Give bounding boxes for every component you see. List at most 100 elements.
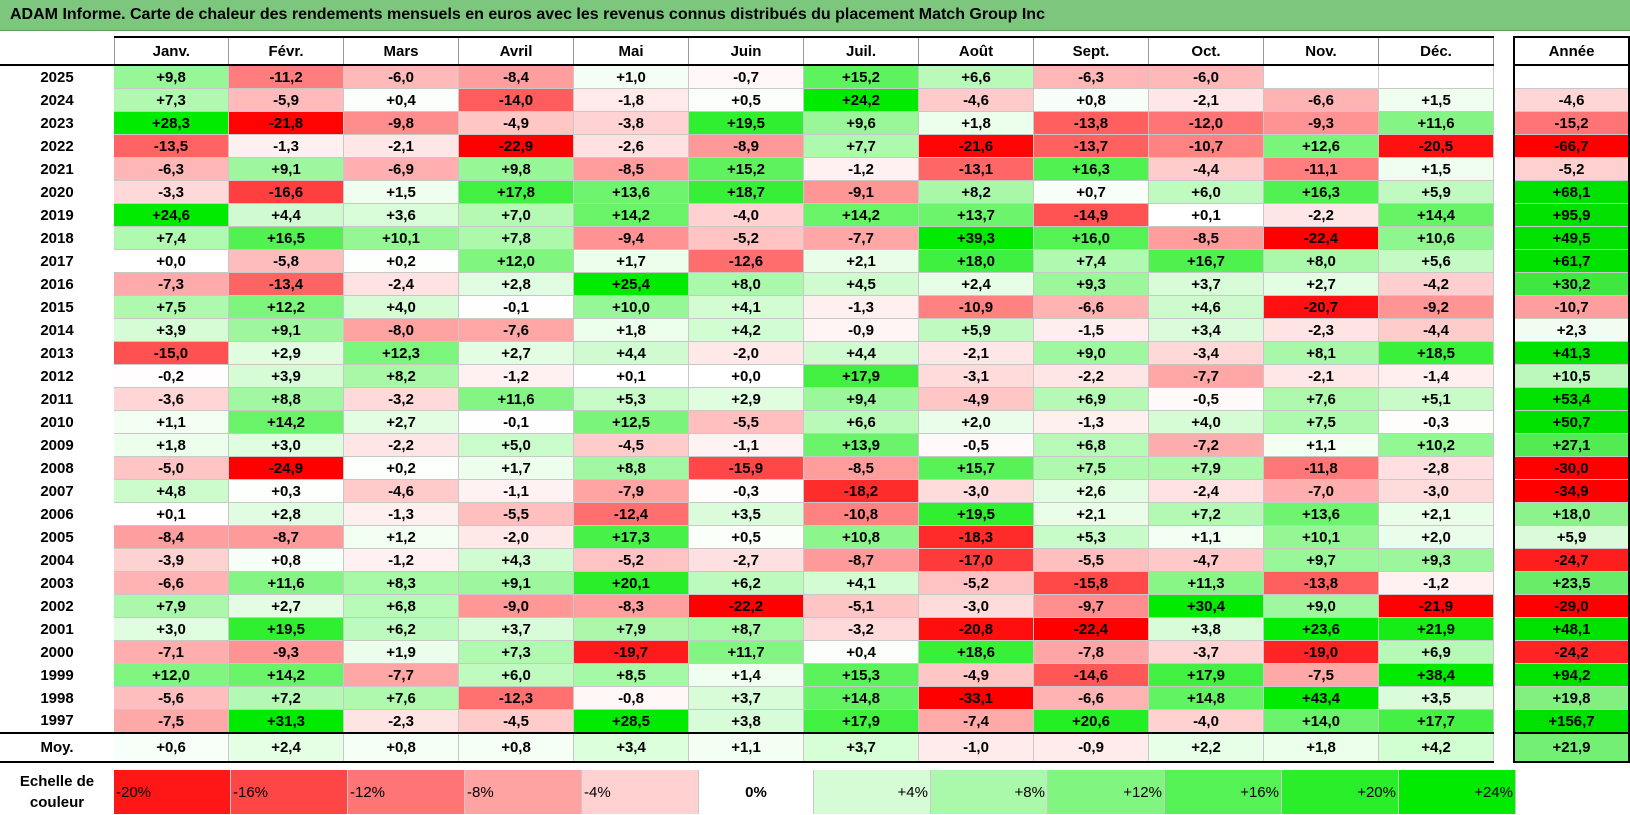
heatmap-cell: +1,1 [1148, 525, 1264, 549]
heatmap-cell: +8,3 [343, 571, 459, 595]
heatmap-cell: +14,2 [228, 663, 344, 687]
heatmap-cell: +6,6 [803, 410, 919, 434]
heatmap-cell: -7,9 [573, 479, 689, 503]
heatmap-cell: +5,9 [918, 318, 1034, 342]
heatmap-cell: +18,7 [688, 180, 804, 204]
heatmap-cell: +24,2 [803, 88, 919, 112]
heatmap-cell: -2,2 [1033, 364, 1149, 388]
heatmap-cell: -21,6 [918, 134, 1034, 158]
heatmap-cell: -8,3 [573, 594, 689, 618]
heatmap-cell: -4,0 [1148, 709, 1264, 734]
corner-cell [0, 37, 114, 65]
heatmap-cell: +11,6 [1378, 111, 1494, 135]
heatmap-cell: +9,0 [1263, 594, 1379, 618]
heatmap-cell: -6,0 [1148, 65, 1264, 89]
heatmap-cell: +6,8 [343, 594, 459, 618]
heatmap-cell: +17,9 [803, 709, 919, 734]
heatmap-cell: +2,7 [1263, 272, 1379, 296]
heatmap-cell [1378, 65, 1494, 89]
heatmap-cell: -5,2 [573, 548, 689, 572]
heatmap-cell: -2,4 [1148, 479, 1264, 503]
heatmap-cell: -4,9 [918, 387, 1034, 411]
heatmap-cell: +3,8 [1148, 617, 1264, 641]
heatmap-cell: +5,1 [1378, 387, 1494, 411]
heatmap-cell: +31,3 [228, 709, 344, 734]
heatmap-cell: +0,8 [1033, 88, 1149, 112]
scale-swatch: -4% [581, 770, 699, 814]
heatmap-cell: +1,8 [573, 318, 689, 342]
heatmap-cell: -7,3 [114, 272, 229, 296]
heatmap-cell: +4,5 [803, 272, 919, 296]
annual-row: +68,1 [1513, 180, 1630, 204]
heatmap-cell: +5,0 [458, 433, 574, 457]
year-label: 2022 [40, 137, 74, 155]
year-label: 2000 [40, 643, 74, 661]
heatmap-cell: +19,5 [918, 502, 1034, 526]
heatmap-cell: -21,8 [228, 111, 344, 135]
heatmap-cell: -12,3 [458, 686, 574, 710]
scale-swatch: 0% [698, 770, 814, 814]
heatmap-cell: -6,3 [114, 157, 229, 181]
heatmap-cell: -3,6 [114, 387, 229, 411]
title-bar: ADAM Informe. Carte de chaleur des rende… [0, 0, 1630, 31]
year-label: 2005 [40, 528, 74, 546]
heatmap-cell: +16,3 [1033, 157, 1149, 181]
heatmap-cell: +11,6 [458, 387, 574, 411]
year-row: 2022 -13,5 -1,3 -2,1 -22,9 -2,6 -8,9 +7,7 -21,6-… [0, 134, 1494, 158]
annual-row: +48,1 [1513, 617, 1630, 641]
heatmap-cell: -5,5 [1033, 548, 1149, 572]
heatmap-cell: -9,8 [343, 111, 459, 135]
heatmap-cell: -4,4 [1148, 157, 1264, 181]
heatmap-cell: +0,7 [1033, 180, 1149, 204]
heatmap-cell: +2,0 [1378, 525, 1494, 549]
heatmap-cell: -0,5 [918, 433, 1034, 457]
heatmap-cell: +1,2 [343, 525, 459, 549]
scale-swatch: -8% [464, 770, 582, 814]
year-row: 2007 +4,8 +0,3 -4,6 -1,1 -7,9 -0,3 -18,2 -3,0 +2,… [0, 479, 1494, 503]
heatmap-cell: +8,7 [688, 617, 804, 641]
annual-header-row: Année [1513, 36, 1630, 66]
heatmap-cell: -2,8 [1378, 456, 1494, 480]
heatmap-cell: +24,6 [114, 203, 229, 227]
heatmap-cell: +0,0 [114, 249, 229, 273]
heatmap-cell: -22,2 [688, 594, 804, 618]
heatmap-cell: -0,2 [114, 364, 229, 388]
heatmap-cell: -12,4 [573, 502, 689, 526]
chart-title: ADAM Informe. Carte de chaleur des rende… [10, 6, 1045, 23]
heatmap-cell: +7,6 [1263, 387, 1379, 411]
heatmap-cell: +4,0 [1148, 410, 1264, 434]
heatmap-cell: +4,3 [458, 548, 574, 572]
heatmap-cell: +0,1 [114, 502, 229, 526]
year-row: 2012 -0,2 +3,9 +8,2 -1,2 +0,1 +0,0 +17,9 -3,1 -2,… [0, 364, 1494, 388]
month-header: Mars [343, 36, 459, 66]
heatmap-cell: -4,7 [1148, 548, 1264, 572]
heatmap-cell: +9,8 [114, 65, 229, 89]
heatmap-cell: +18,6 [918, 640, 1034, 664]
annual-cell: +18,0 [1513, 502, 1630, 526]
year-label: 2016 [40, 275, 74, 293]
heatmap-cell: -5,2 [688, 226, 804, 250]
heatmap-cell: +21,9 [1378, 617, 1494, 641]
heatmap-cell: -3,0 [1378, 479, 1494, 503]
heatmap-cell: +3,5 [688, 502, 804, 526]
heatmap-cell: +3,7 [458, 617, 574, 641]
heatmap-cell: -4,5 [458, 709, 574, 734]
year-row: 2014 +3,9 +9,1 -8,0 -7,6 +1,8 +4,2 -0,9 +5,9 -1,5… [0, 318, 1494, 342]
annual-row: -24,7 [1513, 548, 1630, 572]
heatmap-cell [1263, 65, 1379, 89]
heatmap-cell: +6,0 [458, 663, 574, 687]
month-header: Sept. [1033, 36, 1149, 66]
heatmap-cell: +4,4 [803, 341, 919, 365]
heatmap-cell: +0,3 [228, 479, 344, 503]
heatmap-cell: +14,2 [573, 203, 689, 227]
annual-cell: +2,3 [1513, 318, 1630, 342]
annual-row: +18,0 [1513, 502, 1630, 526]
heatmap-cell: -18,3 [918, 525, 1034, 549]
heatmap-cell: -3,0 [918, 594, 1034, 618]
heatmap-cell: -10,9 [918, 295, 1034, 319]
heatmap-cell: -1,3 [343, 502, 459, 526]
heatmap-cell: +12,3 [343, 341, 459, 365]
heatmap-cell: +11,3 [1148, 571, 1264, 595]
year-label: 2011 [40, 390, 74, 408]
heatmap-cell: -7,5 [1263, 663, 1379, 687]
